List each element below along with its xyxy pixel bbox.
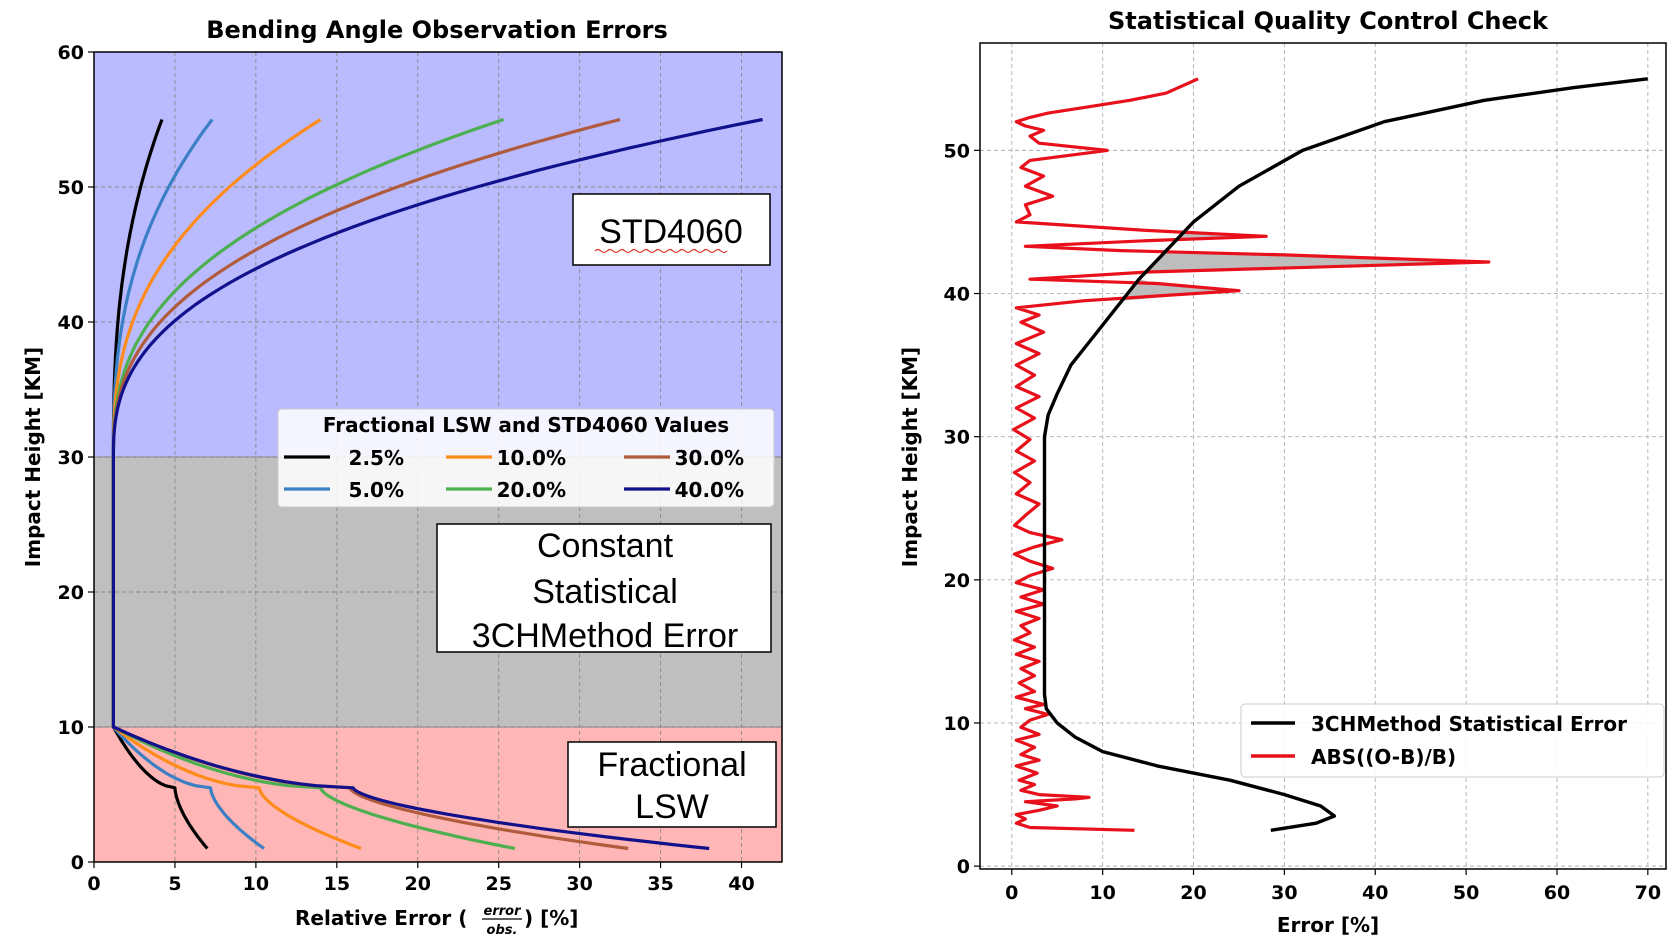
x-tick-label: 30 [566, 873, 592, 895]
legend-label: 10.0% [497, 446, 566, 470]
fractional-box: Fractional LSW [567, 741, 777, 828]
left-xlabel-suffix: ) [%] [524, 906, 578, 930]
legend-label-abs: ABS((O-B)/B) [1311, 745, 1456, 769]
right-chart-title: Statistical Quality Control Check [1108, 7, 1549, 35]
y-tick-label: 50 [944, 140, 970, 162]
left-y-ticks: 0 10 20 30 40 50 60 [58, 42, 94, 874]
x-tick-label: 60 [1544, 882, 1570, 904]
left-chart-title: Bending Angle Observation Errors [206, 16, 668, 44]
y-tick-label: 10 [58, 717, 84, 739]
legend-label-3chmethod: 3CHMethod Statistical Error [1311, 712, 1627, 736]
y-tick-label: 20 [58, 582, 84, 604]
y-tick-label: 0 [71, 852, 84, 874]
x-tick-label: 0 [1005, 882, 1018, 904]
right-y-ticks: 0 10 20 30 40 50 [944, 140, 980, 878]
y-tick-label: 0 [957, 856, 970, 878]
left-y-axis-label: Impact Height [KM] [21, 347, 45, 567]
x-tick-label: 20 [405, 873, 431, 895]
y-tick-label: 10 [944, 713, 970, 735]
constant-box: Constant Statistical 3CHMethod Error [436, 523, 772, 655]
x-tick-label: 25 [485, 873, 511, 895]
fractional-text-line1: Fractional [597, 746, 746, 784]
std4060-text: STD4060 [599, 213, 743, 251]
x-tick-label: 40 [728, 873, 754, 895]
series-line-abs-o-b [1012, 77, 1491, 832]
right-legend: 3CHMethod Statistical Error ABS((O-B)/B) [1240, 703, 1665, 778]
left-chart: Bending Angle Observation Errors 0 5 10 15 2… [21, 16, 783, 938]
left-legend-title: Fractional LSW and STD4060 Values [323, 413, 729, 437]
left-xlabel-numerator: error [484, 904, 523, 919]
left-xlabel-prefix: Relative Error ( [295, 906, 467, 930]
left-xlabel-denominator: obs. [487, 923, 518, 938]
std4060-box: STD4060 [572, 193, 771, 266]
x-tick-label: 20 [1180, 882, 1206, 904]
y-tick-label: 40 [944, 284, 970, 306]
x-tick-label: 30 [1271, 882, 1297, 904]
right-x-ticks: 0 10 20 30 40 50 60 70 [1005, 869, 1661, 904]
x-tick-label: 70 [1635, 882, 1661, 904]
right-x-axis-label: Error [%] [1277, 913, 1379, 937]
y-tick-label: 60 [58, 42, 84, 64]
y-tick-label: 20 [944, 570, 970, 592]
left-legend: Fractional LSW and STD4060 Values 2.5% 5.… [277, 408, 775, 508]
left-x-ticks: 0 5 10 15 20 25 30 35 40 [87, 862, 755, 895]
y-tick-label: 30 [58, 447, 84, 469]
right-plot-frame [979, 42, 1667, 870]
x-tick-label: 50 [1453, 882, 1479, 904]
fractional-text-line2: LSW [635, 788, 709, 826]
right-series-lines [1012, 77, 1648, 832]
x-tick-label: 10 [1089, 882, 1115, 904]
x-tick-label: 40 [1362, 882, 1388, 904]
left-series-lines [111, 117, 763, 851]
right-grid [980, 43, 1666, 869]
constant-text-line2: Statistical [532, 573, 678, 611]
right-chart: Statistical Quality Control Check 0 10 20 3… [898, 7, 1667, 937]
right-y-axis-label: Impact Height [KM] [898, 347, 922, 567]
x-tick-label: 10 [243, 873, 269, 895]
series-line-3chmethod [1042, 77, 1648, 832]
exceedance-fill [1119, 223, 1489, 304]
x-tick-label: 15 [324, 873, 350, 895]
legend-label: 20.0% [497, 478, 566, 502]
legend-label: 5.0% [349, 478, 404, 502]
y-tick-label: 30 [944, 427, 970, 449]
legend-label: 2.5% [349, 446, 404, 470]
constant-text-line1: Constant [537, 527, 674, 565]
left-x-axis-label: Relative Error ( error obs. ) [%] [295, 904, 578, 938]
x-tick-label: 0 [87, 873, 100, 895]
y-tick-label: 40 [58, 312, 84, 334]
legend-label: 30.0% [675, 446, 744, 470]
spellcheck-underline [594, 248, 728, 254]
y-tick-label: 50 [58, 177, 84, 199]
x-tick-label: 35 [647, 873, 673, 895]
series-line-400 [111, 117, 763, 851]
constant-text-line3: 3CHMethod Error [472, 617, 738, 655]
left-legend-items: 2.5% 5.0% 10.0% 20.0% 30.0% 40.0% [284, 446, 744, 502]
x-tick-label: 5 [168, 873, 181, 895]
legend-label: 40.0% [675, 478, 744, 502]
